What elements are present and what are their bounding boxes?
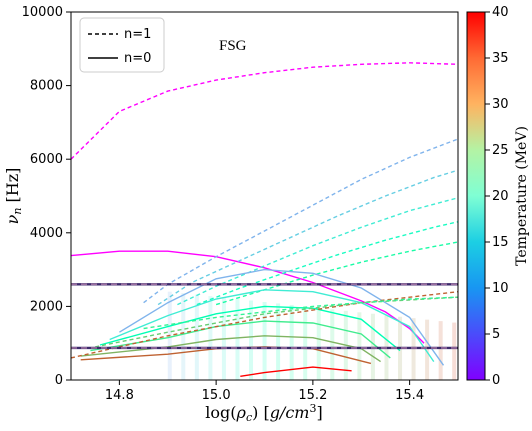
y-tick: 6000 bbox=[30, 152, 71, 167]
temperature-band bbox=[262, 301, 267, 380]
series-line-n1-T12 bbox=[157, 169, 458, 306]
colorbar-ticks: 0 5 10 15 20 25 30 35 40 bbox=[485, 5, 509, 388]
chart-annotation: FSG bbox=[219, 38, 247, 54]
colorbar-tick-label: 25 bbox=[492, 143, 509, 158]
reference-lines bbox=[71, 283, 458, 350]
colorbar-tick: 15 bbox=[485, 235, 509, 250]
colorbar-tick-label: 0 bbox=[492, 373, 500, 388]
temperature-band bbox=[249, 300, 254, 380]
series-line-n0-T40 bbox=[240, 366, 352, 377]
plot-frame bbox=[70, 11, 459, 381]
y-tick-label: 0 bbox=[55, 373, 63, 388]
series-line-n1-T15 bbox=[177, 197, 458, 306]
colorbar-tick: 10 bbox=[485, 281, 509, 296]
temperature-band bbox=[316, 307, 321, 380]
x-axis: 14.8 15.0 15.2 15.4 bbox=[105, 380, 424, 403]
y-tick: 4000 bbox=[30, 226, 71, 241]
colorbar-gradient bbox=[466, 11, 486, 381]
series-layer bbox=[71, 62, 458, 377]
series-line-n0-T20 bbox=[99, 305, 401, 352]
y-tick-label: 4000 bbox=[30, 226, 63, 241]
temperature-band bbox=[452, 322, 457, 380]
colorbar-tick: 0 bbox=[485, 373, 500, 388]
y-axis-label: νn [Hz] bbox=[3, 168, 24, 225]
colorbar-tick-label: 20 bbox=[492, 189, 509, 204]
y-tick-label: 6000 bbox=[30, 152, 63, 167]
series-line-n1-T35 bbox=[71, 291, 458, 359]
x-tick-label: 14.8 bbox=[105, 388, 134, 403]
x-axis-label: log(ρc) [g/cm3] bbox=[205, 402, 322, 424]
colorbar-tick: 5 bbox=[485, 327, 500, 342]
series-line-n1-T28 bbox=[95, 296, 458, 348]
x-tick: 15.2 bbox=[298, 380, 327, 403]
colorbar-tick: 20 bbox=[485, 189, 509, 204]
temperature-band bbox=[276, 303, 281, 380]
temperature-band bbox=[357, 312, 362, 380]
y-tick: 2000 bbox=[30, 299, 71, 314]
colorbar-tick: 25 bbox=[485, 143, 509, 158]
series-line-n0-T10 bbox=[119, 268, 445, 366]
legend: n=1 n=0 bbox=[79, 17, 165, 73]
legend-label-n1: n=1 bbox=[124, 27, 151, 42]
colorbar-tick-label: 30 bbox=[492, 97, 509, 112]
series-line-n0-T25 bbox=[90, 320, 391, 359]
y-tick: 8000 bbox=[30, 79, 71, 94]
colorbar-tick-label: 40 bbox=[492, 5, 509, 20]
x-tick: 15.0 bbox=[202, 380, 231, 403]
temperature-band bbox=[194, 294, 199, 380]
temperature-band bbox=[289, 304, 294, 380]
y-tick: 0 bbox=[55, 373, 71, 388]
colorbar-tick-label: 10 bbox=[492, 281, 509, 296]
temperature-band bbox=[303, 306, 308, 380]
colorbar-tick: 30 bbox=[485, 97, 509, 112]
colorbar-tick: 35 bbox=[485, 51, 509, 66]
series-line-n1-T0 bbox=[71, 62, 458, 160]
colorbar-tick-label: 35 bbox=[492, 51, 509, 66]
plot-area bbox=[70, 11, 459, 381]
y-axis: 0 2000 4000 6000 8000 10000 bbox=[22, 5, 71, 388]
series-line-n1-T22 bbox=[215, 241, 458, 306]
y-tick-label: 2000 bbox=[30, 299, 63, 314]
x-tick: 14.8 bbox=[105, 380, 134, 403]
series-line-n0-T15 bbox=[109, 289, 435, 362]
colorbar-label: Temperature (MeV) bbox=[514, 126, 530, 266]
temperature-band bbox=[181, 293, 186, 380]
y-tick-label: 8000 bbox=[30, 79, 63, 94]
temperature-band bbox=[208, 296, 213, 380]
colorbar: 0 5 10 15 20 25 30 35 40 Temperature (MeV) bbox=[466, 5, 530, 388]
y-tick: 10000 bbox=[22, 5, 71, 20]
colorbar-tick-label: 5 bbox=[492, 327, 500, 342]
colorbar-tick: 40 bbox=[485, 5, 509, 20]
x-tick-label: 15.2 bbox=[298, 388, 327, 403]
x-tick: 15.4 bbox=[395, 380, 424, 403]
temperature-band bbox=[425, 319, 430, 380]
series-line-n1-T24 bbox=[143, 296, 458, 330]
temperature-band bbox=[330, 309, 335, 380]
x-tick-label: 15.0 bbox=[202, 388, 231, 403]
x-tick-label: 15.4 bbox=[395, 388, 424, 403]
temperature-band bbox=[235, 299, 240, 380]
series-line-n1-T18 bbox=[196, 221, 458, 306]
legend-label-n0: n=0 bbox=[124, 51, 151, 66]
y-tick-label: 10000 bbox=[22, 5, 63, 20]
colorbar-tick-label: 15 bbox=[492, 235, 509, 250]
temperature-band bbox=[438, 321, 443, 380]
series-line-n1-T10 bbox=[143, 138, 458, 304]
